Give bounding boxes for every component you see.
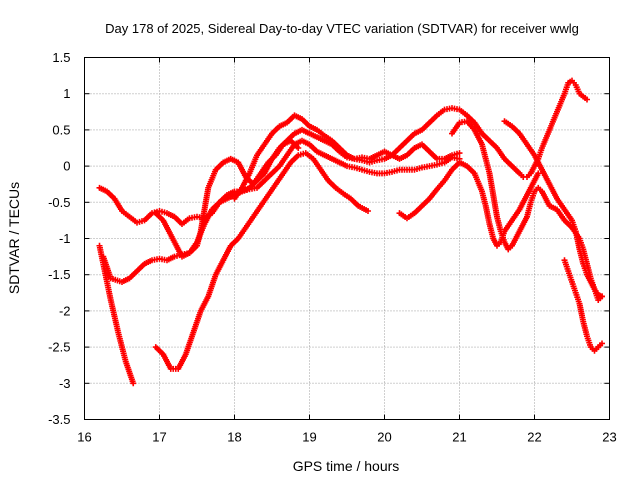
x-tick-label: 21 (452, 430, 466, 445)
x-tick-label: 23 (602, 430, 616, 445)
y-tick-label: -0.5 (48, 195, 70, 210)
data-point (584, 96, 590, 103)
data-points (96, 77, 605, 387)
x-tick-label: 16 (77, 430, 91, 445)
y-axis-label: SDTVAR / TECUs (6, 182, 22, 294)
y-tick-label: -2.5 (48, 340, 70, 355)
y-tick-label: -1.5 (48, 267, 70, 282)
data-point (130, 380, 137, 387)
series-sat-9 (501, 118, 605, 300)
y-tick-label: 1.5 (52, 50, 70, 65)
y-tick-label: 0 (63, 159, 70, 174)
series-sat-7 (396, 159, 542, 249)
data-point (599, 293, 605, 300)
data-point (295, 145, 302, 151)
x-tick-label: 18 (227, 430, 241, 445)
series-sat-10 (561, 257, 605, 354)
chart-title: Day 178 of 2025, Sidereal Day-to-day VTE… (105, 21, 579, 36)
series-sat-6 (231, 77, 590, 202)
y-tick-label: -3 (59, 376, 71, 391)
x-axis-label: GPS time / hours (293, 458, 400, 474)
x-tick-label: 22 (527, 430, 541, 445)
data-point (535, 170, 542, 177)
y-tick-label: -3.5 (48, 412, 70, 427)
axis-ticks: 16 17 18 19 20 21 22 23 -3.5 -3 -2.5 -2 -1.5 -1 -0.5 0 0… (48, 50, 617, 445)
y-tick-label: 1 (63, 86, 70, 101)
y-tick-label: -2 (59, 303, 71, 318)
y-tick-label: -1 (59, 231, 71, 246)
grid (84, 57, 610, 420)
data-point (365, 207, 371, 214)
series-sat-4 (152, 150, 371, 372)
data-point (456, 150, 463, 157)
series-sat-5 (152, 137, 302, 260)
plot-border (84, 57, 610, 420)
x-tick-label: 17 (152, 430, 166, 445)
series-sat-1 (96, 242, 137, 387)
x-tick-label: 20 (377, 430, 391, 445)
y-tick-label: 0.5 (52, 122, 70, 137)
x-tick-label: 19 (302, 430, 316, 445)
data-point (599, 340, 605, 347)
